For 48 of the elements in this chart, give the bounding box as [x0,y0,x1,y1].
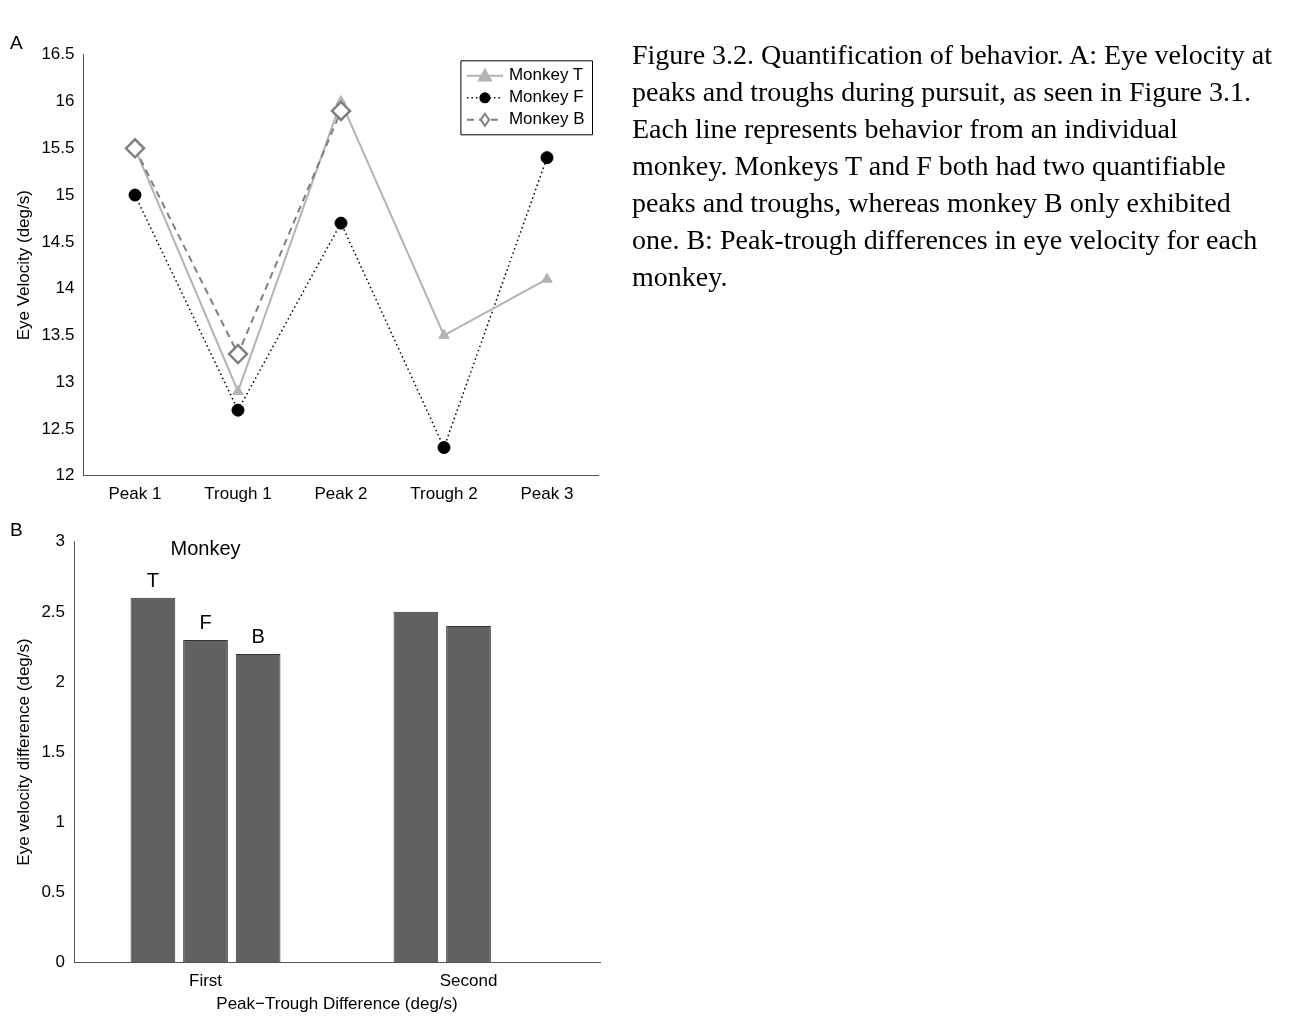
y-tick-label: 16 [55,91,75,111]
caption: Figure 3.2. Quantification of behavior. A: Eye velocity at peaks and troughs during pursuit, as seen in Figure 3.1. Each line represents behavior from an individual monkey. Monkeys T and F both had two quantifiable peaks and troughs, whereas monkey B only exhibited one. B: Peak-trough differences in eye velocity for each monkey. [632,38,1272,294]
y-tick-label: 14.5 [41,231,75,251]
point [231,403,245,417]
series-label: F [199,611,212,634]
y-tick-label: 15 [55,184,75,204]
x-axis-title: Peak−Trough Difference (deg/s) [216,994,458,1014]
point [540,151,554,165]
point [437,441,451,455]
x-tick-label: Peak 2 [314,484,368,504]
point [232,384,244,395]
legend-label: Monkey B [508,109,585,129]
series-label: T [146,569,160,592]
y-tick-label: 3 [55,531,66,551]
y-tick-label: 14 [55,278,75,298]
chart-title: A [10,31,23,53]
legend-label: Monkey F [508,87,584,107]
point [334,216,348,230]
y-tick-label: 12 [55,465,75,485]
point [438,328,450,339]
point [124,138,146,159]
y-tick-label: 16.5 [41,44,75,64]
y-axis-title: Eye velocity difference (deg/s) [13,638,33,866]
y-tick-label: 0 [55,951,66,971]
y-tick-label: 2.5 [41,601,66,621]
y-axis-title: Eye Velocity (deg/s) [13,190,33,341]
legend-label: Monkey T [508,65,584,85]
point [541,272,553,283]
x-tick-label: Peak 1 [108,484,162,504]
legend-title: Monkey [170,537,241,560]
y-tick-label: 12.5 [41,418,75,438]
x-tick-label: Trough 1 [204,484,272,504]
chart-title: B [10,518,23,540]
x-tick-label: Trough 2 [410,484,478,504]
y-tick-label: 1.5 [41,741,66,761]
y-tick-label: 13.5 [41,325,75,345]
x-tick-label: Second [439,971,498,991]
point [227,343,249,365]
point [330,100,352,122]
point [128,188,142,202]
y-tick-label: 2 [55,671,66,691]
x-tick-label: Peak 3 [520,484,574,504]
y-tick-label: 1 [55,811,66,831]
y-tick-label: 13 [55,371,75,391]
x-tick-label: First [189,971,223,991]
y-tick-label: 15.5 [41,138,75,157]
series-label: B [251,625,265,648]
y-tick-label: 0.5 [41,881,66,901]
